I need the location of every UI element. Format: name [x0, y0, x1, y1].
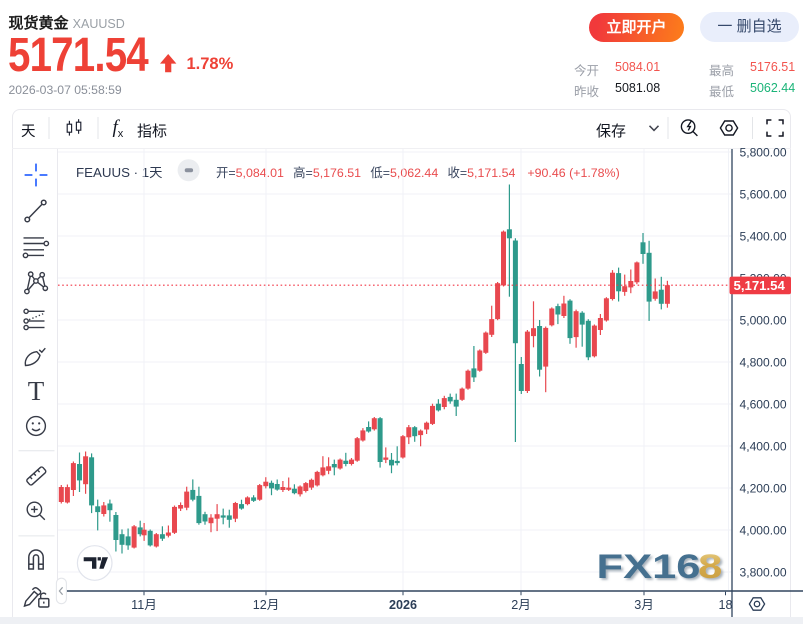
svg-text:3月: 3月 — [634, 598, 654, 612]
svg-text:18: 18 — [718, 598, 732, 612]
svg-text:5,600.00: 5,600.00 — [740, 187, 787, 201]
svg-text:5,000.00: 5,000.00 — [740, 313, 787, 327]
svg-text:4,800.00: 4,800.00 — [740, 355, 787, 369]
svg-text:4,400.00: 4,400.00 — [740, 439, 787, 453]
svg-text:2026: 2026 — [389, 598, 417, 612]
svg-text:T: T — [28, 376, 45, 406]
svg-text:4,600.00: 4,600.00 — [740, 397, 787, 411]
svg-text:2月: 2月 — [511, 598, 531, 612]
svg-text:8: 8 — [698, 548, 722, 585]
svg-text:5,400.00: 5,400.00 — [740, 229, 787, 243]
svg-text:5,800.00: 5,800.00 — [740, 145, 787, 159]
svg-text:5,171.54: 5,171.54 — [734, 278, 786, 293]
svg-text:4,200.00: 4,200.00 — [740, 481, 787, 495]
svg-text:12月: 12月 — [253, 598, 280, 612]
svg-text:FX16: FX16 — [597, 548, 701, 585]
svg-text:4,000.00: 4,000.00 — [740, 523, 787, 537]
svg-text:3,800.00: 3,800.00 — [740, 565, 787, 579]
svg-text:11月: 11月 — [131, 598, 157, 612]
